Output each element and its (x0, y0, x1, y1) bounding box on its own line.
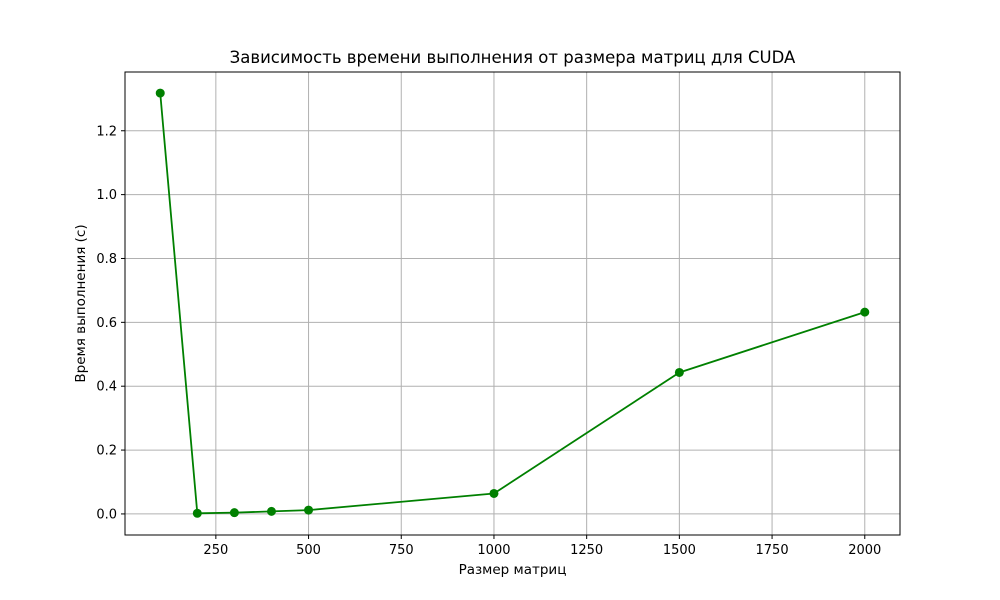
x-tick-label: 1250 (570, 543, 603, 558)
data-point (674, 367, 684, 377)
x-tick-label: 750 (389, 543, 414, 558)
x-tick-label: 1750 (756, 543, 789, 558)
data-point (266, 506, 276, 516)
y-tick-label: 1.0 (96, 188, 117, 203)
plot-area (125, 72, 900, 535)
x-tick-label: 250 (203, 543, 228, 558)
y-tick-label: 0.2 (96, 444, 117, 459)
x-tick-label: 1000 (477, 543, 510, 558)
data-point (489, 488, 499, 498)
y-tick-label: 0.8 (96, 252, 117, 267)
grid (125, 72, 900, 535)
ticks: 250 500 750 1000 1250 1500 1750 2000 0.0 0.2 0.4 0.… (96, 124, 881, 558)
data-point (192, 508, 202, 518)
data-point (860, 307, 870, 317)
plot-frame (124, 71, 901, 536)
y-tick-label: 0.4 (96, 380, 117, 395)
y-tick-label: 1.2 (96, 124, 117, 139)
x-axis-label: Размер матриц (459, 562, 567, 578)
x-tick-label: 2000 (848, 543, 881, 558)
data-point (229, 508, 239, 518)
x-tick-label: 500 (296, 543, 321, 558)
series-line (159, 92, 866, 515)
y-axis-label: Время выполнения (с) (73, 224, 89, 382)
chart-title: Зависимость времени выполнения от размер… (230, 48, 796, 67)
y-tick-label: 0.6 (96, 316, 117, 331)
y-tick-label: 0.0 (96, 507, 117, 522)
x-tick-label: 1500 (663, 543, 696, 558)
series-layer (155, 88, 870, 518)
data-point (155, 88, 165, 98)
data-point (304, 505, 314, 515)
